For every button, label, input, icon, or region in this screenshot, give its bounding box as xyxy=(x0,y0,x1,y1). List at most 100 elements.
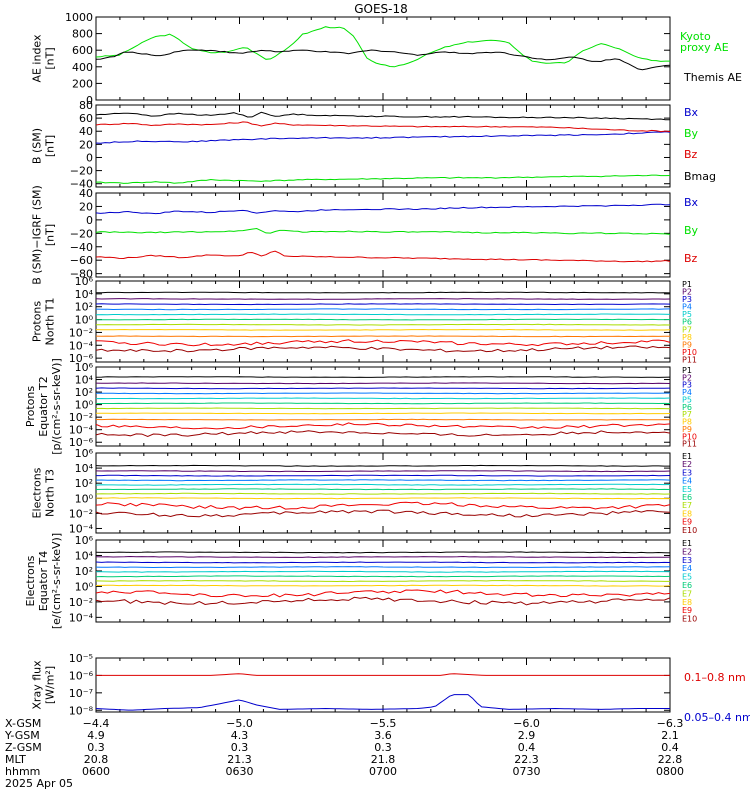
legend-label: P10 xyxy=(682,348,697,357)
footer-value: 21.8 xyxy=(371,753,396,766)
y-tick-label: 10⁻⁶ xyxy=(69,436,94,449)
footer-value: 0700 xyxy=(369,765,397,778)
channel-line xyxy=(95,339,671,347)
footer-value: 2.9 xyxy=(518,729,536,742)
legend-label: P5 xyxy=(682,395,692,404)
y-axis-label: [nT] xyxy=(44,47,57,69)
footer-value: 0.4 xyxy=(518,741,536,754)
y-tick-label: 20 xyxy=(79,200,93,213)
panel-frame xyxy=(95,657,671,713)
legend-label: P7 xyxy=(682,410,692,419)
y-tick-label: −60 xyxy=(70,254,93,267)
legend-label: By xyxy=(684,127,699,140)
legend-label: Kyoto xyxy=(680,30,711,43)
y-tick-label: 10⁻² xyxy=(69,596,93,609)
y-tick-label: 10⁰ xyxy=(75,580,94,593)
legend-label: P4 xyxy=(682,303,692,312)
footer-value: 21.3 xyxy=(227,753,252,766)
y-tick-label: 10² xyxy=(75,386,93,399)
y-tick-label: 10⁴ xyxy=(75,288,94,301)
footer-value: 4.9 xyxy=(87,729,105,742)
y-tick-label: −20 xyxy=(70,227,93,240)
channel-line xyxy=(95,345,671,353)
channel-line xyxy=(95,298,671,300)
legend-label: E10 xyxy=(682,615,697,624)
y-tick-label: 10² xyxy=(75,565,93,578)
legend-label: P11 xyxy=(682,355,697,364)
legend-label: P2 xyxy=(682,288,692,297)
y-tick-label: 10⁰ xyxy=(75,399,94,412)
legend-label: By xyxy=(684,224,699,237)
y-tick-label: 400 xyxy=(72,61,93,74)
channel-line xyxy=(95,303,671,306)
y-axis-label: Protons xyxy=(24,386,37,427)
y-tick-label: 10⁶ xyxy=(75,275,94,288)
channel-line xyxy=(96,392,670,395)
channel-line xyxy=(95,555,671,559)
y-tick-label: 10⁴ xyxy=(75,549,94,562)
y-axis-label: North T1 xyxy=(44,298,57,346)
legend-label: P3 xyxy=(682,381,692,390)
y-tick-label: 10⁰ xyxy=(75,314,94,327)
footer-row-label: hhmm xyxy=(5,765,40,778)
legend-label: E3 xyxy=(682,556,692,565)
y-axis-label: North T3 xyxy=(44,469,57,517)
channel-line xyxy=(95,584,671,587)
footer-value: 0800 xyxy=(656,765,684,778)
y-tick-label: −40 xyxy=(70,241,93,254)
channel-line xyxy=(95,318,671,321)
y-tick-label: 40 xyxy=(79,187,93,200)
y-axis-label: B (SM)−IGRF (SM) xyxy=(31,185,44,285)
series-line xyxy=(95,131,671,144)
y-tick-label: −40 xyxy=(70,178,93,191)
legend-label: P6 xyxy=(682,403,692,412)
y-axis-label: Electrons xyxy=(31,467,44,518)
channel-line xyxy=(96,291,671,294)
legend-label: E8 xyxy=(682,598,692,607)
y-tick-label: 800 xyxy=(72,28,93,41)
legend-label: 0.05–0.4 nm xyxy=(684,711,750,724)
legend-label: E9 xyxy=(682,606,692,615)
y-axis-label: [e/(cm²-s-sr-keV)] xyxy=(50,533,63,629)
footer-value: −6.3 xyxy=(657,717,684,730)
channel-line xyxy=(95,566,671,569)
legend-label: E1 xyxy=(682,539,692,548)
legend-label: E8 xyxy=(682,509,692,518)
legend-label: P2 xyxy=(682,373,692,382)
footer-row-label: Y-GSM xyxy=(4,729,40,742)
legend-label: Bx xyxy=(684,106,699,119)
y-tick-label: 10² xyxy=(75,477,93,490)
y-axis-label: Equator T4 xyxy=(37,551,50,611)
channel-line xyxy=(95,579,670,583)
footer-value: 22.8 xyxy=(658,753,683,766)
channel-line xyxy=(95,407,671,410)
legend-label: P7 xyxy=(682,325,692,334)
y-tick-label: 10⁴ xyxy=(75,462,94,475)
series-line xyxy=(95,121,671,133)
panel-ee: 10⁻⁴ 10⁻² 10⁰ 10² 10⁴ 10⁶ Electrons Equator T4[… xyxy=(24,533,697,629)
legend-label: Bz xyxy=(684,148,698,161)
plot-title: GOES-18 xyxy=(354,2,408,16)
series-line xyxy=(95,250,671,263)
channel-line xyxy=(95,488,671,491)
channel-line xyxy=(95,382,671,385)
footer-value: 22.3 xyxy=(514,753,539,766)
y-tick-label: 600 xyxy=(72,44,93,57)
footer-value: 3.6 xyxy=(374,729,392,742)
footer-value: 2.1 xyxy=(661,729,679,742)
y-axis-label: Protons xyxy=(31,301,44,342)
channel-line xyxy=(96,402,671,405)
legend-label: E3 xyxy=(682,468,692,477)
footer-value: 0.4 xyxy=(661,741,679,754)
y-tick-label: 10⁻⁴ xyxy=(69,522,94,535)
legend-label: P1 xyxy=(682,280,692,289)
series-line xyxy=(95,227,671,235)
legend-label: P11 xyxy=(682,440,697,449)
y-tick-label: 40 xyxy=(79,125,93,138)
series-line xyxy=(95,203,671,215)
y-tick-label: 10⁻⁵ xyxy=(69,652,93,665)
